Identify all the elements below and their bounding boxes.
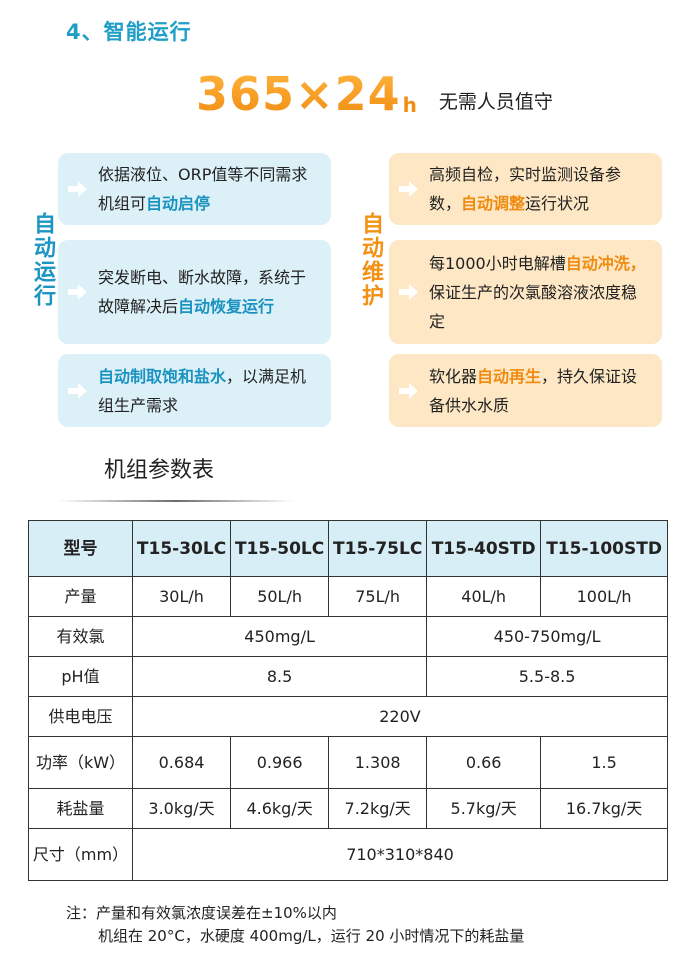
card-text: 高频自检，实时监测设备参数，自动调整运行状况 bbox=[429, 165, 622, 213]
table-row: 供电电压 220V bbox=[28, 696, 668, 737]
table-cell: 75L/h bbox=[328, 576, 428, 617]
row-label: 尺寸（mm） bbox=[28, 828, 133, 881]
footnote-line-2: 机组在 20°C，水硬度 400mg/L，运行 20 小时情况下的耗盐量 bbox=[98, 927, 525, 945]
table-cell: 16.7kg/天 bbox=[540, 788, 668, 829]
table-cell: 5.7kg/天 bbox=[426, 788, 542, 829]
table-row: 耗盐量 3.0kg/天 4.6kg/天 7.2kg/天 5.7kg/天 16.7… bbox=[28, 788, 668, 829]
table-row: 功率（kW） 0.684 0.966 1.308 0.66 1.5 bbox=[28, 736, 668, 789]
table-cell: 100L/h bbox=[540, 576, 668, 617]
footnote-line-1: 注：产量和有效氯浓度误差在±10%以内 bbox=[66, 904, 337, 922]
title-divider bbox=[58, 500, 294, 502]
row-label: 功率（kW） bbox=[28, 736, 133, 789]
row-label: pH值 bbox=[28, 656, 133, 697]
table-row: 有效氯 450mg/L 450-750mg/L bbox=[28, 616, 668, 657]
section-title: 4、智能运行 bbox=[66, 20, 192, 44]
table-cell: 0.66 bbox=[426, 736, 542, 789]
table-cell: 40L/h bbox=[426, 576, 542, 617]
footnote: 注：产量和有效氯浓度误差在±10%以内 机组在 20°C，水硬度 400mg/L… bbox=[66, 902, 524, 948]
table-cell: 0.966 bbox=[230, 736, 330, 789]
table-cell: 7.2kg/天 bbox=[328, 788, 428, 829]
table-cell: 5.5-8.5 bbox=[426, 656, 668, 697]
table-row: 产量 30L/h 50L/h 75L/h 40L/h 100L/h bbox=[28, 576, 668, 617]
arrow-right-icon bbox=[68, 382, 87, 399]
row-label: 有效氯 bbox=[28, 616, 133, 657]
header-cell: T15-40STD bbox=[426, 520, 542, 577]
arrow-right-icon bbox=[399, 181, 418, 197]
arrow-right-icon bbox=[68, 284, 87, 300]
auto-maintain-card-1: 高频自检，实时监测设备参数，自动调整运行状况 bbox=[389, 153, 662, 225]
card-text: 突发断电、断水故障，系统于故障解决后自动恢复运行 bbox=[98, 268, 307, 316]
arrow-right-icon bbox=[68, 181, 87, 197]
header-cell: T15-50LC bbox=[230, 520, 330, 577]
arrow-right-icon bbox=[399, 382, 418, 399]
table-header-row: 型号 T15-30LC T15-50LC T15-75LC T15-40STD … bbox=[28, 520, 668, 577]
card-text: 自动制取饱和盐水，以满足机组生产需求 bbox=[98, 366, 307, 415]
table-cell: 30L/h bbox=[131, 576, 232, 617]
table-cell: 1.308 bbox=[328, 736, 428, 789]
auto-maintain-card-2: 每1000小时电解槽自动冲洗，保证生产的次氯酸溶液浓度稳定 bbox=[389, 240, 662, 344]
table-cell: 450-750mg/L bbox=[426, 616, 668, 657]
row-label: 产量 bbox=[28, 576, 133, 617]
header-cell: 型号 bbox=[28, 520, 133, 577]
hero-unit: h bbox=[402, 93, 417, 117]
row-label: 耗盐量 bbox=[28, 788, 133, 829]
auto-run-card-1: 依据液位、ORP值等不同需求机组可自动启停 bbox=[58, 153, 331, 225]
header-cell: T15-75LC bbox=[328, 520, 428, 577]
hero-banner: 365×24 h 无需人员值守 bbox=[196, 62, 553, 122]
auto-run-card-3: 自动制取饱和盐水，以满足机组生产需求 bbox=[58, 354, 331, 427]
auto-run-card-2: 突发断电、断水故障，系统于故障解决后自动恢复运行 bbox=[58, 240, 331, 344]
table-cell: 450mg/L bbox=[131, 616, 428, 657]
auto-run-label: 自动运行 bbox=[30, 212, 55, 308]
auto-maintain-label: 自动维护 bbox=[358, 212, 383, 308]
parameter-table: 型号 T15-30LC T15-50LC T15-75LC T15-40STD … bbox=[28, 520, 668, 881]
table-cell: 8.5 bbox=[131, 656, 428, 697]
card-text: 软化器自动再生，持久保证设备供水水质 bbox=[429, 366, 638, 415]
table-cell: 710*310*840 bbox=[132, 828, 668, 881]
hero-number: 365×24 bbox=[196, 67, 401, 121]
row-label: 供电电压 bbox=[28, 696, 133, 737]
table-cell: 3.0kg/天 bbox=[131, 788, 232, 829]
table-cell: 50L/h bbox=[230, 576, 330, 617]
table-cell: 4.6kg/天 bbox=[230, 788, 330, 829]
table-row: pH值 8.5 5.5-8.5 bbox=[28, 656, 668, 697]
table-row: 尺寸（mm） 710*310*840 bbox=[28, 828, 668, 881]
arrow-right-icon bbox=[399, 284, 418, 300]
card-text: 依据液位、ORP值等不同需求机组可自动启停 bbox=[98, 165, 308, 213]
table-cell: 1.5 bbox=[540, 736, 668, 789]
table-cell: 0.684 bbox=[131, 736, 232, 789]
table-cell: 220V bbox=[132, 696, 668, 737]
hero-slogan: 无需人员值守 bbox=[438, 91, 553, 113]
header-cell: T15-30LC bbox=[131, 520, 232, 577]
auto-maintain-card-3: 软化器自动再生，持久保证设备供水水质 bbox=[389, 354, 662, 427]
card-text: 每1000小时电解槽自动冲洗，保证生产的次氯酸溶液浓度稳定 bbox=[429, 253, 646, 331]
table-title: 机组参数表 bbox=[104, 458, 215, 483]
header-cell: T15-100STD bbox=[540, 520, 668, 577]
